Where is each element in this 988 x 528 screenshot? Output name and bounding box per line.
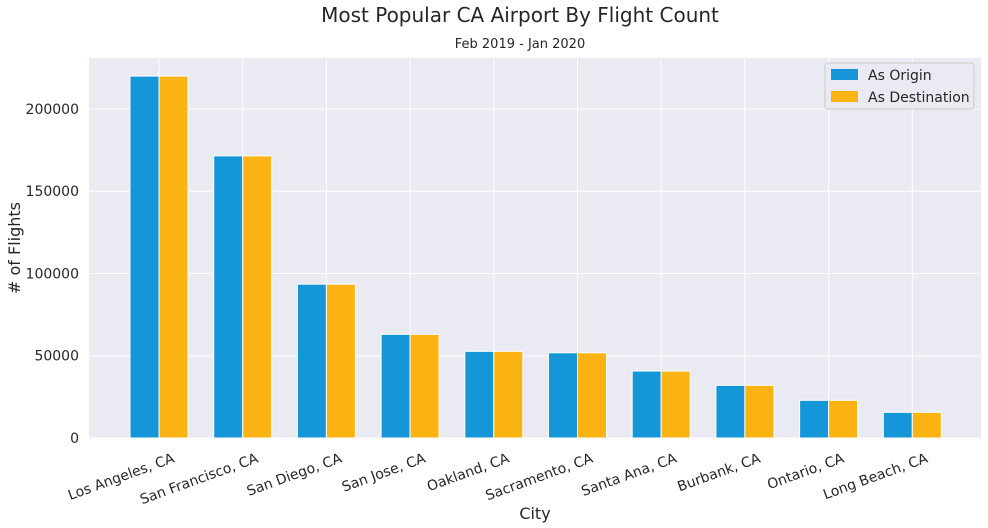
bar-destination-0: [158, 75, 189, 439]
x-tick-label-7: Burbank, CA: [675, 450, 763, 495]
y-tick-label-1: 50000: [34, 349, 79, 365]
bar-destination-5: [577, 352, 607, 439]
bar-origin-7: [715, 384, 746, 439]
chart-title: Most Popular CA Airport By Flight Count: [321, 3, 719, 27]
legend-label-destination: As Destination: [868, 90, 970, 106]
bar-origin-5: [548, 352, 578, 439]
y-tick-label-0: 0: [70, 431, 79, 447]
bar-destination-1: [242, 155, 273, 439]
y-axis-label: # of Flights: [5, 202, 24, 294]
y-tick-label-3: 150000: [26, 184, 79, 200]
bar-destination-8: [828, 399, 859, 439]
x-axis-label: City: [519, 504, 550, 523]
bar-origin-2: [296, 283, 327, 439]
bar-origin-9: [882, 411, 913, 439]
legend-label-origin: As Origin: [868, 68, 932, 84]
bar-destination-9: [911, 411, 942, 439]
bar-destination-3: [409, 333, 440, 439]
bar-origin-8: [799, 399, 830, 439]
y-tick-label-4: 200000: [26, 102, 79, 118]
legend-box: [824, 62, 975, 110]
bar-origin-6: [631, 370, 662, 439]
bars: [129, 75, 942, 439]
bar-destination-4: [493, 350, 524, 439]
x-tick-label-2: San Diego, CA: [245, 450, 345, 499]
chart-subtitle: Feb 2019 - Jan 2020: [455, 37, 585, 52]
y-tick-labels: 0 50000 100000 150000 200000: [26, 102, 79, 447]
bar-destination-2: [325, 283, 356, 439]
bar-origin-3: [380, 333, 411, 439]
bar-origin-4: [464, 350, 495, 439]
y-tick-label-2: 100000: [26, 266, 79, 282]
legend-swatch-origin: [831, 69, 858, 80]
x-tick-label-3: San Jose, CA: [340, 450, 428, 495]
bar-destination-6: [660, 370, 691, 439]
bar-origin-1: [213, 155, 244, 439]
x-tick-label-6: Santa Ana, CA: [579, 450, 679, 499]
bar-origin-0: [129, 75, 160, 439]
legend: As Origin As Destination: [824, 62, 975, 110]
legend-swatch-destination: [831, 91, 858, 102]
bar-destination-7: [744, 384, 775, 439]
